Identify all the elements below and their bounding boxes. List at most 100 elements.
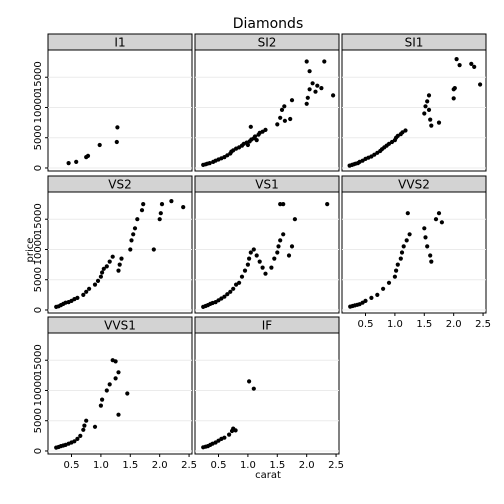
data-point	[207, 161, 212, 166]
data-point	[281, 232, 286, 237]
data-point	[237, 280, 242, 285]
facet-panel-SI1: SI1	[341, 33, 487, 172]
data-point	[304, 59, 309, 64]
data-point	[313, 89, 318, 94]
data-point	[363, 298, 368, 303]
data-point	[436, 211, 442, 216]
x-tick-label: 1.0	[387, 319, 403, 330]
data-point	[100, 397, 105, 402]
x-tick-label: 2.0	[152, 460, 168, 471]
data-point	[472, 64, 477, 69]
data-point	[239, 274, 245, 279]
data-point	[428, 253, 433, 258]
data-point	[231, 286, 236, 291]
x-tick-label: 0.5	[211, 460, 227, 471]
y-tick-label: 10000	[33, 92, 44, 124]
data-point	[252, 134, 258, 139]
facet-strip-label: I1	[114, 36, 125, 50]
data-point	[248, 124, 253, 129]
data-point	[110, 254, 115, 259]
panel-background	[47, 191, 193, 314]
data-point	[457, 63, 462, 68]
data-point	[292, 217, 297, 222]
data-point	[129, 238, 134, 243]
facet-strip-label: VS2	[108, 178, 131, 192]
x-tick-label: 1.0	[240, 460, 256, 471]
panel-background	[341, 191, 487, 314]
data-point	[254, 253, 259, 258]
data-point	[315, 83, 320, 88]
data-point	[278, 202, 283, 207]
data-point	[423, 104, 428, 109]
data-point	[98, 274, 103, 279]
data-point	[158, 211, 163, 216]
data-point	[157, 217, 162, 222]
data-point	[307, 69, 312, 74]
data-point	[84, 289, 89, 294]
data-point	[107, 259, 112, 264]
data-point	[372, 152, 377, 157]
y-tick-label: 10000	[33, 375, 44, 407]
facet-panel-SI2: SI2	[194, 33, 340, 172]
data-point	[281, 202, 286, 207]
data-point	[247, 256, 252, 261]
data-point	[95, 278, 101, 283]
x-tick-label: 2.5	[328, 460, 344, 471]
data-point	[278, 115, 283, 120]
data-point	[451, 96, 456, 101]
facet-strip-label: VVS2	[398, 178, 430, 192]
data-point	[289, 244, 295, 249]
data-point	[74, 159, 79, 164]
data-point	[248, 250, 253, 255]
facet-panel-IF: IF 0.5 1.0 1.5 2.0 2.5	[194, 316, 344, 471]
data-point	[331, 93, 336, 98]
data-point	[100, 270, 105, 275]
data-point	[275, 122, 280, 127]
facet-strip-label: IF	[262, 319, 273, 333]
x-tick-label: 0.5	[64, 460, 80, 471]
data-point	[403, 128, 408, 133]
data-point	[222, 294, 227, 299]
data-point	[319, 86, 324, 91]
data-point	[260, 265, 265, 270]
panel-background	[194, 191, 340, 314]
data-point	[282, 118, 287, 123]
data-point	[454, 57, 459, 62]
data-point	[425, 244, 430, 249]
data-point	[428, 117, 433, 122]
data-point	[401, 244, 406, 249]
data-point	[278, 238, 283, 243]
data-point	[423, 235, 428, 240]
data-point	[425, 99, 430, 104]
data-point	[81, 427, 86, 432]
y-axis-label: price	[25, 238, 36, 263]
data-point	[263, 127, 268, 132]
data-point	[92, 424, 98, 429]
x-tick-label: 2.5	[475, 319, 491, 330]
data-point	[478, 82, 483, 87]
facet-strip-label: SI1	[405, 36, 424, 50]
data-point	[269, 265, 274, 270]
x-axis-label: carat	[255, 470, 281, 481]
data-point	[114, 139, 119, 145]
y-tick-label: 5000	[33, 267, 44, 292]
data-point	[245, 142, 250, 148]
panel-background	[47, 49, 193, 172]
data-point	[288, 116, 293, 122]
data-point	[257, 259, 262, 264]
data-point	[251, 247, 256, 252]
data-point	[181, 205, 186, 210]
data-point	[398, 256, 403, 261]
x-tick-label: 2.5	[181, 460, 197, 471]
data-point	[119, 256, 124, 261]
data-point	[469, 61, 474, 66]
data-point	[75, 295, 80, 300]
data-point	[245, 262, 250, 267]
data-point	[381, 286, 386, 291]
data-point	[272, 256, 277, 261]
data-point	[132, 226, 138, 231]
panel-background	[194, 49, 340, 172]
y-tick-label: 5000	[33, 125, 44, 150]
